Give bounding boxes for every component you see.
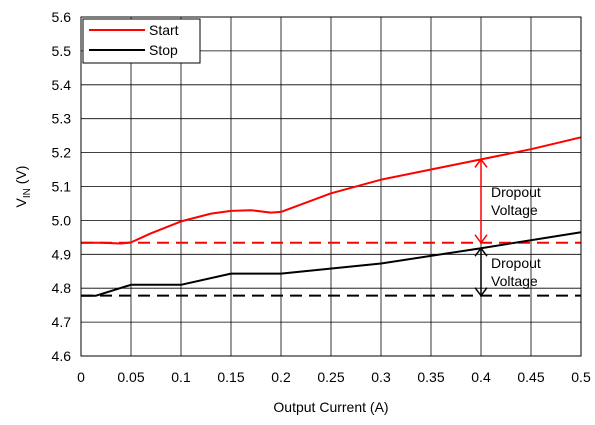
series-line-stop [81, 231, 582, 297]
x-tick-label: 0.1 [171, 369, 191, 385]
x-axis-label: Output Current (A) [273, 399, 388, 415]
x-tick-label: 0.5 [571, 369, 591, 385]
y-tick-label: 4.9 [52, 246, 72, 262]
dropout-label-line1: Dropout [491, 255, 541, 271]
y-tick-labels: 4.6 4.7 4.8 4.9 5.0 5.1 5.2 5.3 5.4 5.5 5.6 [52, 9, 72, 364]
series-lines [81, 136, 582, 297]
x-tick-labels: 0 0.05 0.1 0.15 0.2 0.25 0.3 0.35 0.4 0.45 0.5 [77, 369, 591, 385]
dropout-label-line2: Voltage [491, 273, 538, 289]
x-tick-label: 0.05 [117, 369, 144, 385]
arrow-head-up [474, 246, 488, 257]
dropout-annotation: Dropout Voltage [474, 246, 541, 297]
x-tick-label: 0 [77, 369, 85, 385]
arrow-head-up [474, 158, 488, 168]
x-tick-label: 0.15 [217, 369, 244, 385]
arrow-head-down [474, 234, 488, 245]
y-tick-label: 5.5 [52, 43, 72, 59]
dropout-label-line2: Voltage [491, 202, 538, 218]
y-tick-label: 4.7 [52, 314, 72, 330]
y-tick-label: 5.6 [52, 9, 72, 25]
arrow-head-down [474, 287, 488, 297]
y-tick-label: 5.3 [52, 111, 72, 127]
x-tick-label: 0.3 [371, 369, 391, 385]
y-tick-label: 4.8 [52, 280, 72, 296]
x-tick-label: 0.25 [317, 369, 344, 385]
y-tick-label: 4.6 [52, 348, 72, 364]
legend-box [82, 18, 201, 64]
dropout-label-line1: Dropout [491, 184, 541, 200]
x-tick-label: 0.45 [517, 369, 544, 385]
reference-lines [81, 241, 581, 297]
y-axis-label-sub: IN [22, 188, 33, 198]
series-line-start [81, 136, 582, 245]
y-tick-label: 5.0 [52, 212, 72, 228]
legend-label-start: Start [149, 22, 179, 38]
legend-label-stop: Stop [149, 42, 178, 58]
y-tick-label: 5.1 [52, 179, 72, 195]
plot-frame [80, 16, 582, 357]
y-axis-label: VIN (V) [13, 166, 33, 208]
y-tick-label: 5.4 [52, 77, 72, 93]
x-tick-label: 0.35 [417, 369, 444, 385]
y-tick-label: 5.2 [52, 145, 72, 161]
legend: Start Stop [82, 18, 201, 64]
y-axis-label-main: V [13, 197, 29, 207]
x-tick-label: 0.2 [271, 369, 291, 385]
x-tick-label: 0.4 [471, 369, 491, 385]
y-axis-label-unit: (V) [13, 166, 29, 189]
dropout-annotation: Dropout Voltage [474, 158, 541, 245]
annotations: Dropout Voltage Dropout Voltage [474, 158, 541, 297]
